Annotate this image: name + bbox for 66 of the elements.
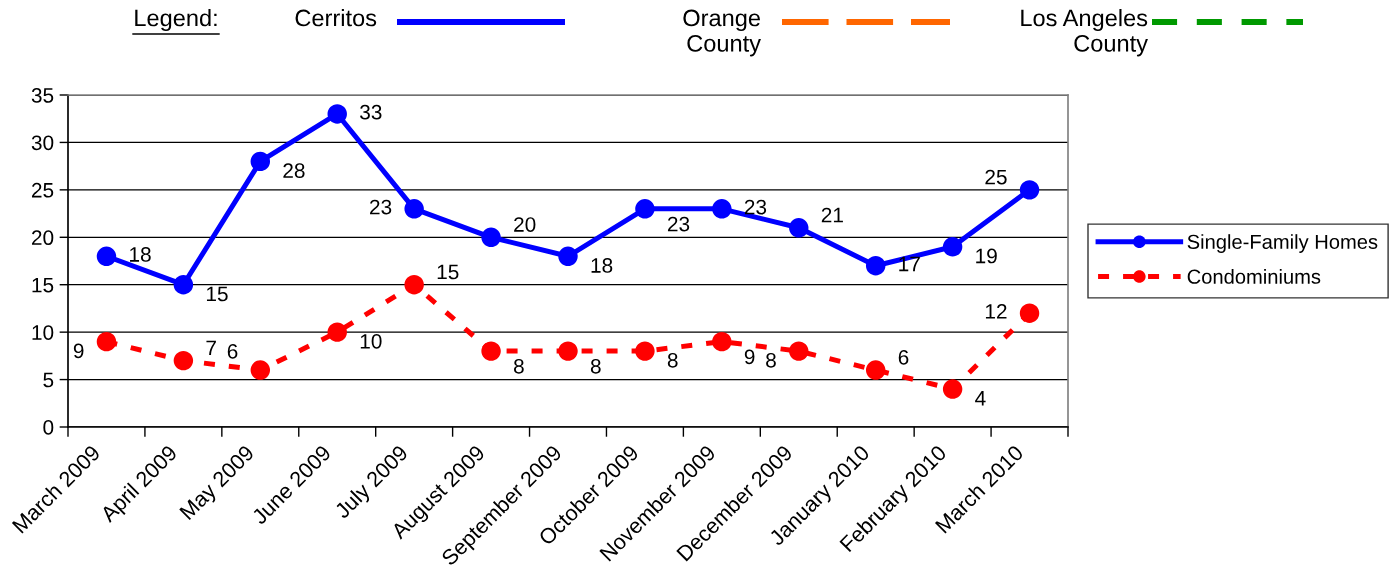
point bbox=[942, 379, 963, 399]
point bbox=[789, 341, 809, 361]
point bbox=[865, 360, 886, 380]
data-label: 9 bbox=[73, 343, 84, 359]
text: Orange County bbox=[683, 9, 761, 57]
text: Cerritos bbox=[295, 9, 377, 27]
text: Los Angeles County bbox=[1021, 9, 1148, 57]
legend-label: Single-Family Homes bbox=[1187, 234, 1378, 253]
point bbox=[789, 218, 809, 238]
data-label: 18 bbox=[130, 247, 151, 262]
data-label: 23 bbox=[370, 199, 392, 215]
point bbox=[96, 246, 117, 266]
point bbox=[96, 331, 117, 352]
point bbox=[1019, 180, 1040, 200]
point bbox=[327, 322, 347, 342]
data-label: 33 bbox=[360, 104, 382, 120]
data-label: 10 bbox=[360, 333, 382, 349]
point bbox=[865, 256, 886, 276]
point bbox=[1019, 303, 1040, 323]
data-label: 23 bbox=[744, 199, 767, 215]
data-label: 8 bbox=[590, 358, 601, 374]
data-label: 21 bbox=[821, 207, 843, 223]
data-label: 19 bbox=[976, 248, 997, 264]
data-label: 7 bbox=[206, 340, 216, 355]
point bbox=[558, 246, 578, 266]
data-label: 8 bbox=[513, 358, 524, 374]
data-label: 9 bbox=[744, 349, 755, 365]
data-label: 18 bbox=[591, 258, 613, 273]
point bbox=[481, 227, 501, 248]
y-tick-label: 25 bbox=[31, 182, 54, 198]
y-tick-label: 20 bbox=[31, 230, 54, 246]
legend-label: Condominiums bbox=[1187, 269, 1321, 284]
y-tick-label: 35 bbox=[31, 88, 54, 103]
data-label: 15 bbox=[437, 264, 459, 280]
point bbox=[712, 199, 732, 219]
y-tick-label: 5 bbox=[43, 372, 54, 388]
data-label: 17 bbox=[899, 256, 920, 272]
point bbox=[250, 360, 271, 380]
data-label: 6 bbox=[227, 343, 238, 359]
y-tick-label: 0 bbox=[43, 420, 54, 435]
point bbox=[481, 341, 501, 361]
point bbox=[173, 274, 194, 295]
point bbox=[635, 199, 655, 219]
point bbox=[173, 350, 194, 371]
data-label: 25 bbox=[985, 169, 1007, 185]
data-label: 8 bbox=[667, 352, 678, 368]
point bbox=[712, 331, 732, 352]
y-tick-label: 10 bbox=[32, 325, 54, 340]
y-tick-label: 30 bbox=[31, 135, 54, 151]
data-label: 28 bbox=[283, 163, 305, 178]
data-label: 12 bbox=[985, 304, 1007, 319]
point bbox=[558, 341, 578, 361]
data-label: 4 bbox=[975, 391, 986, 406]
data-label: 6 bbox=[898, 349, 909, 365]
data-label: 8 bbox=[766, 352, 776, 368]
point bbox=[327, 104, 347, 124]
data-label: 20 bbox=[514, 217, 536, 232]
point bbox=[404, 199, 424, 219]
text: Legend: bbox=[135, 9, 217, 32]
point bbox=[635, 341, 655, 361]
point bbox=[250, 151, 271, 172]
point bbox=[942, 237, 963, 257]
data-label: 15 bbox=[206, 286, 228, 302]
y-tick-label: 15 bbox=[32, 277, 54, 293]
data-label: 23 bbox=[667, 216, 690, 232]
point bbox=[404, 274, 424, 295]
